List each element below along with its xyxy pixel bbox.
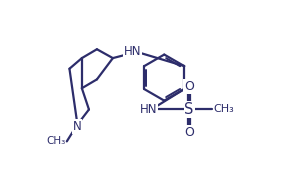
Text: O: O	[184, 80, 194, 93]
Text: CH₃: CH₃	[46, 136, 65, 146]
Text: S: S	[184, 102, 194, 117]
Text: O: O	[184, 126, 194, 139]
Text: HN: HN	[124, 44, 141, 58]
Text: CH₃: CH₃	[214, 105, 234, 114]
Text: N: N	[73, 120, 82, 133]
Text: HN: HN	[140, 103, 157, 116]
